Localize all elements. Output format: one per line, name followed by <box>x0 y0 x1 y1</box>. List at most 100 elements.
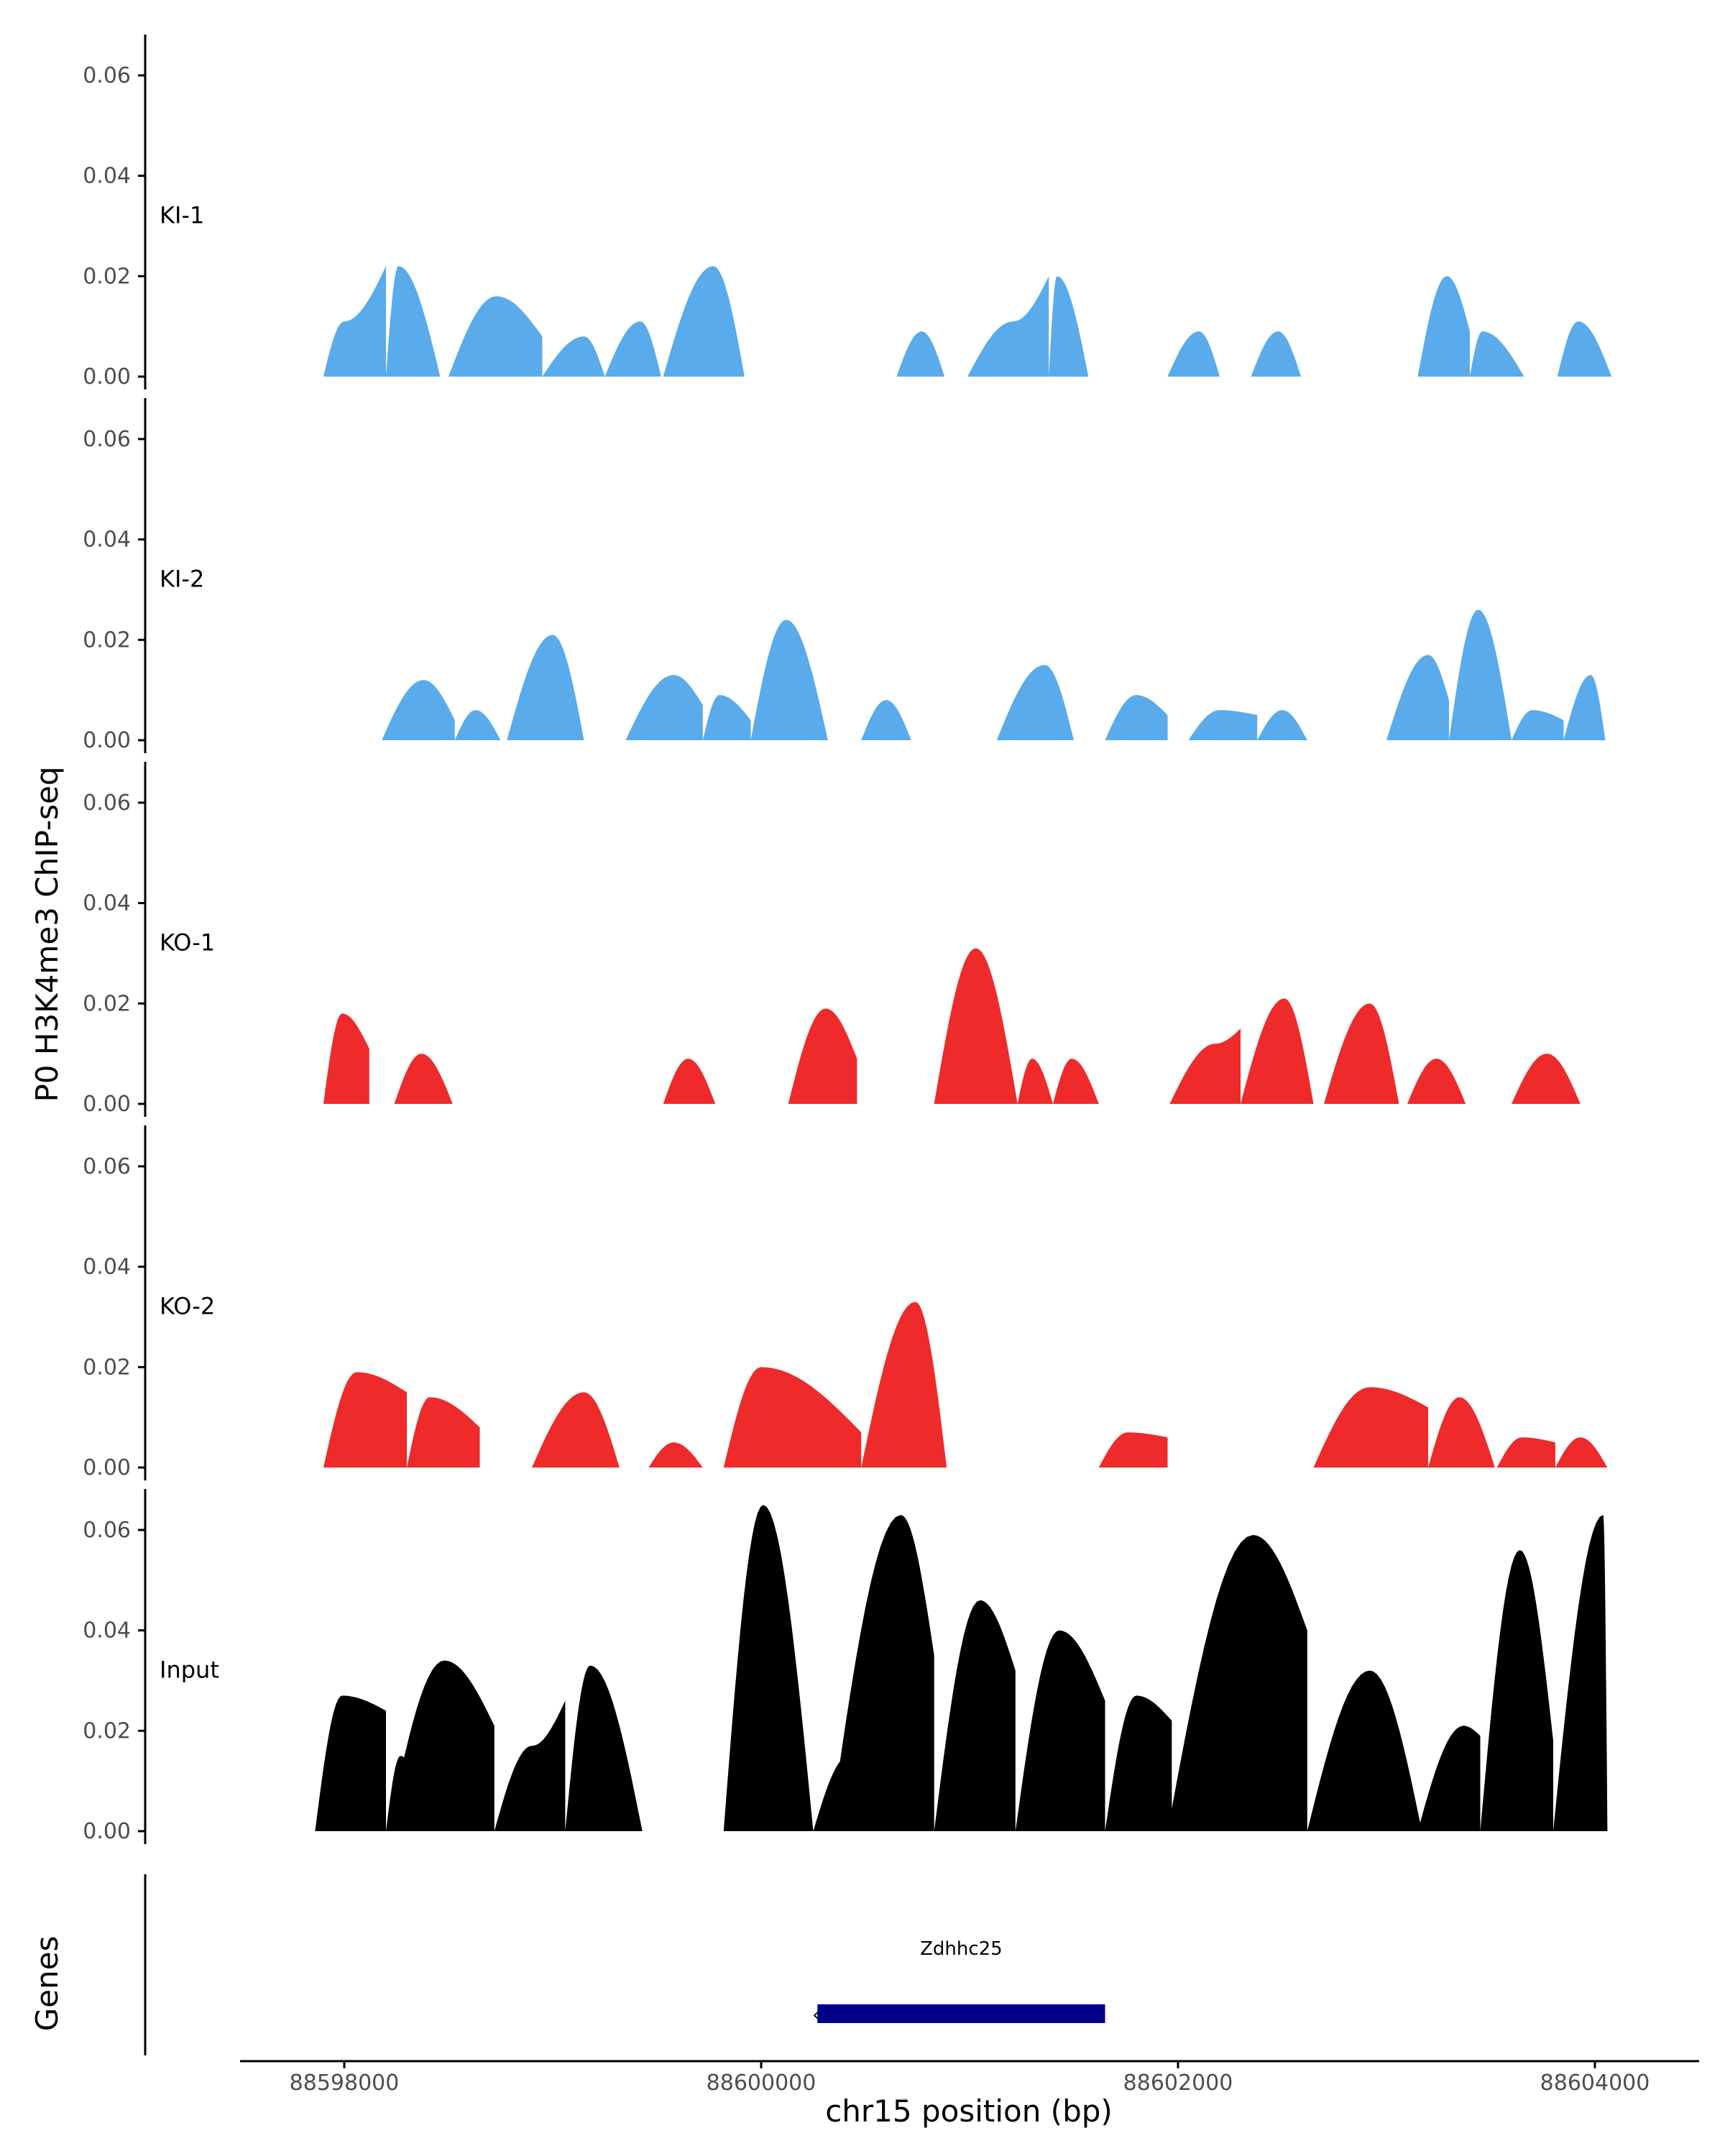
y-tick-label: 0.02 <box>83 1355 131 1380</box>
x-tick-label: 88600000 <box>707 2070 816 2096</box>
coverage-peak <box>1386 655 1449 740</box>
coverage-peak <box>1017 1059 1053 1104</box>
tracks-group: 0.00 0.02 0.04 0.06 KI-1 0.00 0.02 0.04 0.06 KI-2… <box>83 34 1612 1844</box>
gene-body <box>817 2004 1105 2023</box>
track-label-ki-2: KI-2 <box>160 565 204 592</box>
coverage-peak <box>723 1367 862 1468</box>
track-label-ko-2: KO-2 <box>160 1292 215 1319</box>
coverage-peak <box>663 266 745 377</box>
coverage-peak <box>1555 1437 1608 1468</box>
coverage-peak <box>1307 1670 1422 1831</box>
track-ki-2: 0.00 0.02 0.04 0.06 KI-2 <box>83 398 1606 753</box>
coverage-peak <box>702 695 751 740</box>
coverage-peak <box>663 1059 716 1104</box>
y-tick-label: 0.04 <box>83 164 131 189</box>
coverage-peak <box>967 276 1049 377</box>
coverage-peak <box>1257 710 1307 740</box>
coverage-peak <box>1563 675 1606 740</box>
coverage-peak <box>1053 1059 1099 1104</box>
x-axis-title: chr15 position (bp) <box>825 2093 1113 2129</box>
coverage-peak <box>448 296 543 377</box>
coverage-peak <box>996 665 1074 740</box>
coverage-peak <box>1188 710 1258 740</box>
coverage-peak <box>604 321 661 377</box>
coverage-peak <box>750 619 828 740</box>
coverage-peak <box>1557 321 1612 377</box>
coverage-peak <box>1428 1397 1495 1468</box>
y-tick-label: 0.04 <box>83 528 131 553</box>
coverage-peak <box>625 675 703 740</box>
coverage-peak <box>788 1008 857 1104</box>
coverage-peak <box>934 948 1018 1104</box>
y-tick-label: 0.04 <box>83 1255 131 1280</box>
coverage-peak <box>494 1700 566 1831</box>
x-tick-label: 88604000 <box>1540 2070 1650 2096</box>
coverage-peak <box>407 1397 480 1468</box>
y-tick-label: 0.00 <box>83 1819 131 1844</box>
y-tick-label: 0.02 <box>83 991 131 1016</box>
y-tick-label: 0.06 <box>83 791 131 816</box>
track-label-input: Input <box>160 1656 219 1683</box>
coverage-peak <box>386 266 441 377</box>
gene-label: Zdhhc25 <box>920 1938 1003 1960</box>
coverage-peak <box>1407 1059 1466 1104</box>
track-label-ko-1: KO-1 <box>160 929 215 956</box>
coverage-peak <box>1313 1387 1428 1468</box>
gene-strand-arrow-icon: ‹ <box>812 2004 819 2026</box>
coverage-peak <box>1105 695 1168 740</box>
coverage-peak <box>323 1372 407 1468</box>
coverage-peak <box>1553 1515 1608 1831</box>
y-tick-label: 0.00 <box>83 728 131 753</box>
y-tick-label: 0.00 <box>83 364 131 390</box>
x-tick-label: 88602000 <box>1123 2070 1233 2096</box>
coverage-peak <box>861 1302 947 1468</box>
coverage-peak <box>1167 331 1220 377</box>
coverage-peak <box>382 680 455 740</box>
gene-panel: Zdhhc25 ‹ <box>144 1874 1105 2055</box>
y-tick-label: 0.04 <box>83 891 131 916</box>
coverage-peak <box>542 336 605 377</box>
genes-axis-title: Genes <box>29 1936 65 2032</box>
coverage-peak <box>1512 1054 1581 1104</box>
y-tick-label: 0.02 <box>83 1718 131 1743</box>
coverage-peak <box>1480 1549 1553 1831</box>
coverage-peak <box>648 1442 703 1468</box>
y-tick-label: 0.06 <box>83 427 131 452</box>
track-input: 0.00 0.02 0.04 0.06 Input <box>83 1489 1608 1844</box>
coverage-peak <box>532 1392 620 1468</box>
coverage-peak <box>1105 1695 1172 1831</box>
coverage-peak <box>723 1505 814 1831</box>
coverage-peak <box>323 1013 369 1104</box>
coverage-peak <box>1167 1534 1307 1831</box>
y-tick-label: 0.02 <box>83 264 131 289</box>
coverage-peak <box>1417 1726 1481 1831</box>
coverage-peak <box>896 331 945 377</box>
y-tick-label: 0.04 <box>83 1618 131 1644</box>
coverage-peak <box>394 1054 453 1104</box>
coverage-peak <box>1049 276 1089 377</box>
y-tick-label: 0.06 <box>83 63 131 88</box>
track-label-ki-1: KI-1 <box>160 201 204 229</box>
coverage-peak <box>829 1515 934 1831</box>
coverage-peak <box>1496 1437 1555 1468</box>
coverage-peak <box>1470 331 1524 377</box>
y-tick-label: 0.00 <box>83 1455 131 1480</box>
coverage-peak <box>1449 609 1512 740</box>
coverage-peak <box>1241 998 1314 1104</box>
coverage-peak <box>1251 331 1302 377</box>
y-tick-label: 0.02 <box>83 627 131 653</box>
coverage-peak <box>507 635 584 740</box>
y-tick-label: 0.06 <box>83 1518 131 1543</box>
x-axis: 88598000 88600000 88602000 88604000 <box>240 2060 1699 2096</box>
coverage-peak <box>934 1600 1016 1831</box>
coverage-peak <box>1098 1432 1168 1468</box>
coverage-peak <box>454 710 501 740</box>
y-tick-label: 0.00 <box>83 1092 131 1117</box>
x-tick-label: 88598000 <box>290 2070 400 2096</box>
coverage-peak <box>1324 1003 1399 1104</box>
y-tick-label: 0.06 <box>83 1154 131 1179</box>
coverage-peak <box>1169 1028 1241 1104</box>
track-ko-2: 0.00 0.02 0.04 0.06 KO-2 <box>83 1125 1608 1480</box>
coverage-peak <box>565 1665 643 1831</box>
